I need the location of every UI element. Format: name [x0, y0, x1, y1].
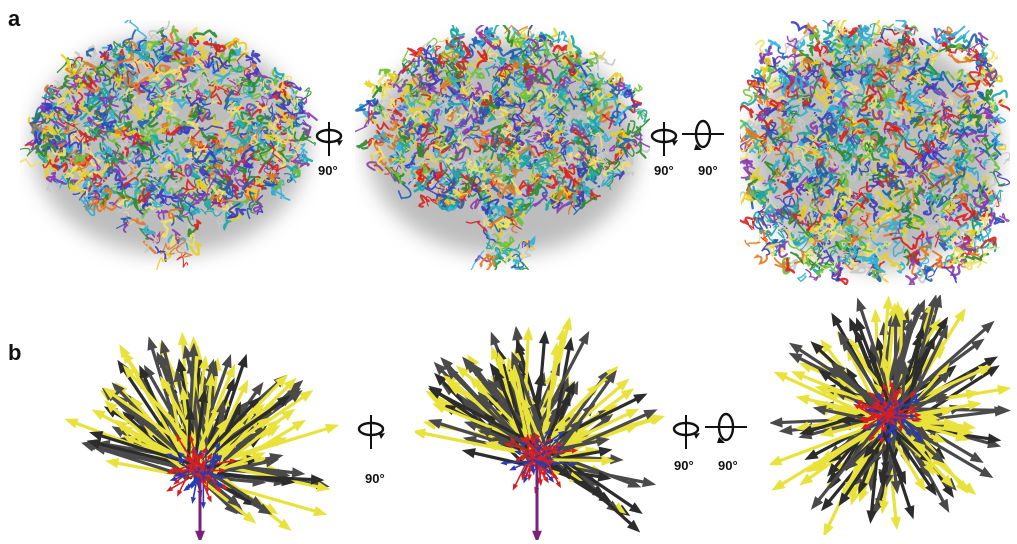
rotation-angle-label: 90°: [318, 163, 338, 178]
structure-view-front: [20, 20, 320, 270]
rotate-y-icon: [670, 413, 702, 453]
displacement-vectors-side: [415, 315, 665, 540]
panel-label-b: b: [8, 340, 22, 365]
displacement-vectors-front: [40, 330, 360, 540]
rotation-angle-label: 90°: [365, 471, 385, 486]
displacement-vectors-top: [770, 295, 1015, 535]
structure-view-top: [740, 20, 1010, 285]
rotation-angle-label: 90°: [674, 458, 694, 473]
rotate-x-icon: [682, 118, 724, 154]
rotation-angle-label: 90°: [718, 458, 738, 473]
panel-label-a: a: [8, 6, 21, 31]
rotate-y-icon: [355, 413, 387, 453]
rotation-angle-label: 90°: [654, 163, 674, 178]
rotate-y-icon: [648, 120, 680, 160]
rotate-y-icon: [313, 120, 345, 160]
rotation-angle-label: 90°: [698, 163, 718, 178]
structure-view-side: [355, 25, 650, 270]
rotate-x-icon: [705, 411, 747, 447]
